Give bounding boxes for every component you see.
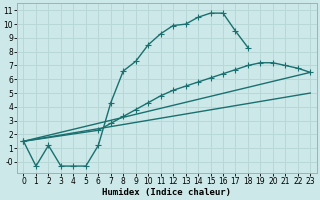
X-axis label: Humidex (Indice chaleur): Humidex (Indice chaleur) bbox=[102, 188, 231, 197]
